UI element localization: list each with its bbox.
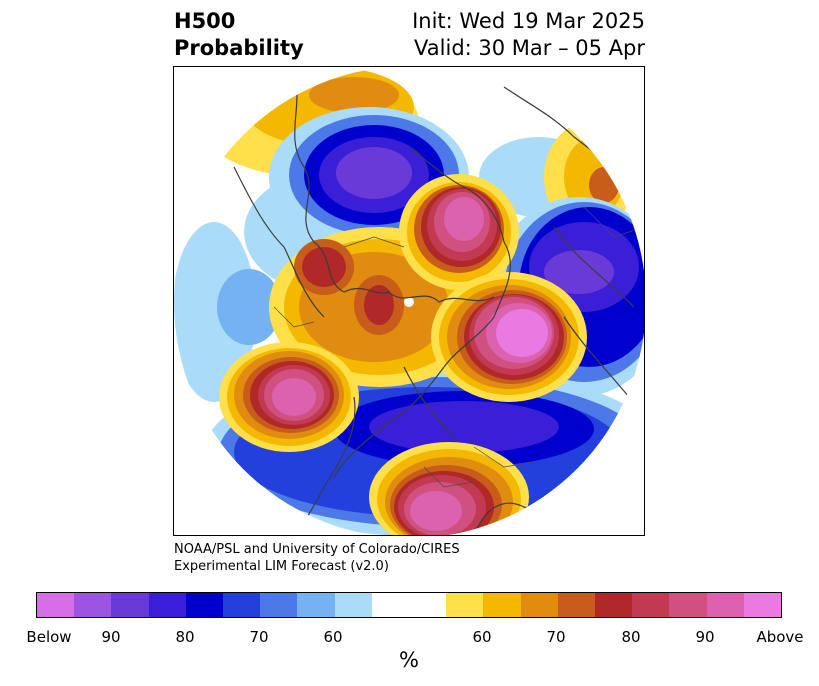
colorbar-segment (37, 593, 75, 617)
chart-title: H500 Probability (174, 8, 304, 62)
colorbar-segment (334, 593, 372, 617)
colorbar-segment (743, 593, 782, 617)
colorbar-segment (483, 593, 521, 617)
colorbar-segment (74, 593, 112, 617)
colorbar-tick-label: Above (756, 628, 804, 646)
colorbar-segment (669, 593, 707, 617)
colorbar-segment (223, 593, 261, 617)
colorbar-segment (260, 593, 298, 617)
credit-line-2: Experimental LIM Forecast (v2.0) (174, 559, 389, 574)
colorbar-segment (520, 593, 558, 617)
high-southwest (219, 342, 359, 452)
colorbar-segment (446, 593, 484, 617)
valid-range: Valid: 30 Mar – 05 Apr (414, 36, 645, 60)
colorbar-tick-label: 80 (621, 628, 641, 646)
colorbar-segment (111, 593, 149, 617)
colorbar-unit: % (399, 648, 419, 672)
colorbar-segment (632, 593, 670, 617)
colorbar-segment (185, 593, 224, 617)
colorbar-tick-label: 90 (101, 628, 121, 646)
colorbar (36, 592, 782, 618)
colorbar-tick-label: 60 (472, 628, 492, 646)
colorbar-segment (371, 593, 447, 617)
colorbar-segment (706, 593, 744, 617)
colorbar-tick-label: 70 (546, 628, 566, 646)
colorbar-segment (557, 593, 596, 617)
polar-map (173, 66, 645, 536)
credit-text: NOAA/PSL and University of Colorado/CIRE… (174, 541, 460, 575)
colorbar-tick-label: 60 (323, 628, 343, 646)
colorbar-tick-label: 90 (695, 628, 715, 646)
init-date: Init: Wed 19 Mar 2025 (412, 9, 645, 33)
north-pole-marker (404, 297, 414, 307)
high-east-center (431, 272, 587, 402)
colorbar-segment (297, 593, 335, 617)
colorbar-segment (595, 593, 633, 617)
title-quantity: Probability (174, 36, 304, 60)
colorbar-tick-label: 80 (175, 628, 195, 646)
high-north-center (399, 174, 519, 290)
forecast-dates: Init: Wed 19 Mar 2025 Valid: 30 Mar – 05… (412, 8, 645, 62)
colorbar-tick-label: 70 (249, 628, 269, 646)
credit-line-1: NOAA/PSL and University of Colorado/CIRE… (174, 542, 460, 557)
colorbar-segment (148, 593, 186, 617)
colorbar-tick-label: Below (26, 628, 72, 646)
title-variable: H500 (174, 9, 236, 33)
probability-map-svg (174, 67, 644, 535)
